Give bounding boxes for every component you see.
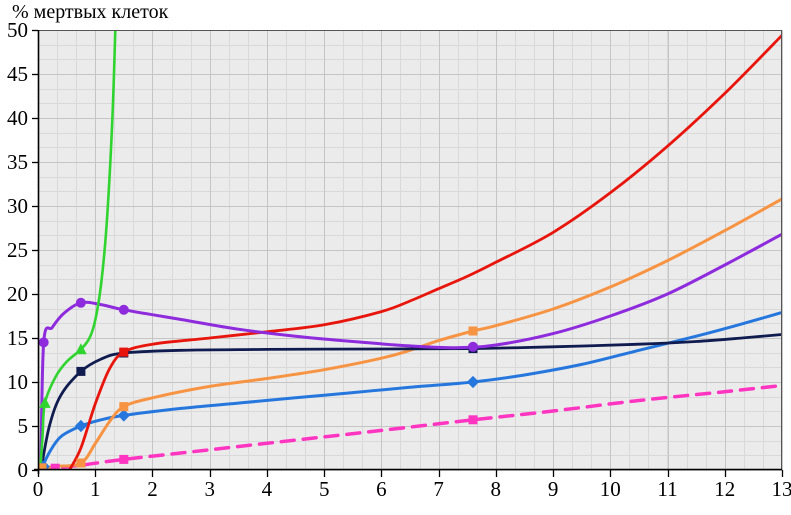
marker xyxy=(468,415,478,425)
marker xyxy=(38,463,47,470)
y-tick-label: 20 xyxy=(7,282,28,306)
x-tick-labels: 0 1 2 3 4 5 6 7 8 9 10 11 12 13 xyxy=(33,477,791,501)
marker xyxy=(119,402,129,412)
marker xyxy=(50,463,60,470)
y-tick-label: 45 xyxy=(7,62,28,86)
marker xyxy=(468,341,478,352)
x-tick-label: 6 xyxy=(376,477,387,501)
marker xyxy=(74,419,87,433)
markers-pink-dashed xyxy=(50,415,478,470)
x-tick-label: 8 xyxy=(491,477,502,501)
x-tick-label: 1 xyxy=(90,477,101,501)
tick-marks xyxy=(32,29,784,477)
y-tick-label: 5 xyxy=(18,414,29,438)
x-tick-label: 3 xyxy=(204,477,215,501)
series-path-pink-dashed xyxy=(39,383,782,470)
markers-red xyxy=(119,347,129,357)
markers-orange xyxy=(38,326,478,470)
marker xyxy=(118,304,129,315)
major-gridlines xyxy=(38,30,783,471)
x-tick-label: 11 xyxy=(657,477,677,501)
marker xyxy=(468,326,478,336)
series-path-navy xyxy=(39,333,782,470)
markers-purple xyxy=(38,297,478,352)
x-tick-label: 13 xyxy=(772,477,791,501)
y-tick-label: 35 xyxy=(7,150,28,174)
marker xyxy=(119,347,129,357)
markers-green xyxy=(39,343,87,408)
y-tick-label: 40 xyxy=(7,106,28,130)
marker xyxy=(466,375,480,389)
x-tick-label: 9 xyxy=(548,477,559,501)
x-tick-label: 5 xyxy=(319,477,330,501)
marker xyxy=(38,337,49,348)
x-tick-label: 0 xyxy=(33,477,44,501)
x-tick-label: 7 xyxy=(433,477,444,501)
marker xyxy=(117,409,130,422)
marker xyxy=(75,343,87,355)
x-tick-label: 12 xyxy=(714,477,735,501)
marker xyxy=(76,366,86,376)
y-tick-label: 0 xyxy=(18,458,29,482)
y-tick-label: 50 xyxy=(7,18,28,42)
marker xyxy=(39,396,51,408)
x-tick-label: 4 xyxy=(262,477,273,501)
y-tick-labels: 0 5 10 15 20 25 30 35 40 45 50 xyxy=(7,18,28,482)
x-tick-label: 10 xyxy=(600,477,621,501)
y-tick-label: 30 xyxy=(7,194,28,218)
marker xyxy=(75,297,86,308)
series-path-orange xyxy=(39,197,782,470)
marker xyxy=(76,458,86,468)
x-tick-label: 2 xyxy=(147,477,158,501)
y-tick-label: 15 xyxy=(7,326,28,350)
y-tick-label: 10 xyxy=(7,370,28,394)
series-path-purple xyxy=(39,232,782,470)
series-path-red xyxy=(68,33,782,470)
axes xyxy=(34,30,782,474)
y-axis-title: % мертвых клеток xyxy=(12,1,169,23)
marker xyxy=(119,454,129,464)
y-tick-label: 25 xyxy=(7,238,28,262)
